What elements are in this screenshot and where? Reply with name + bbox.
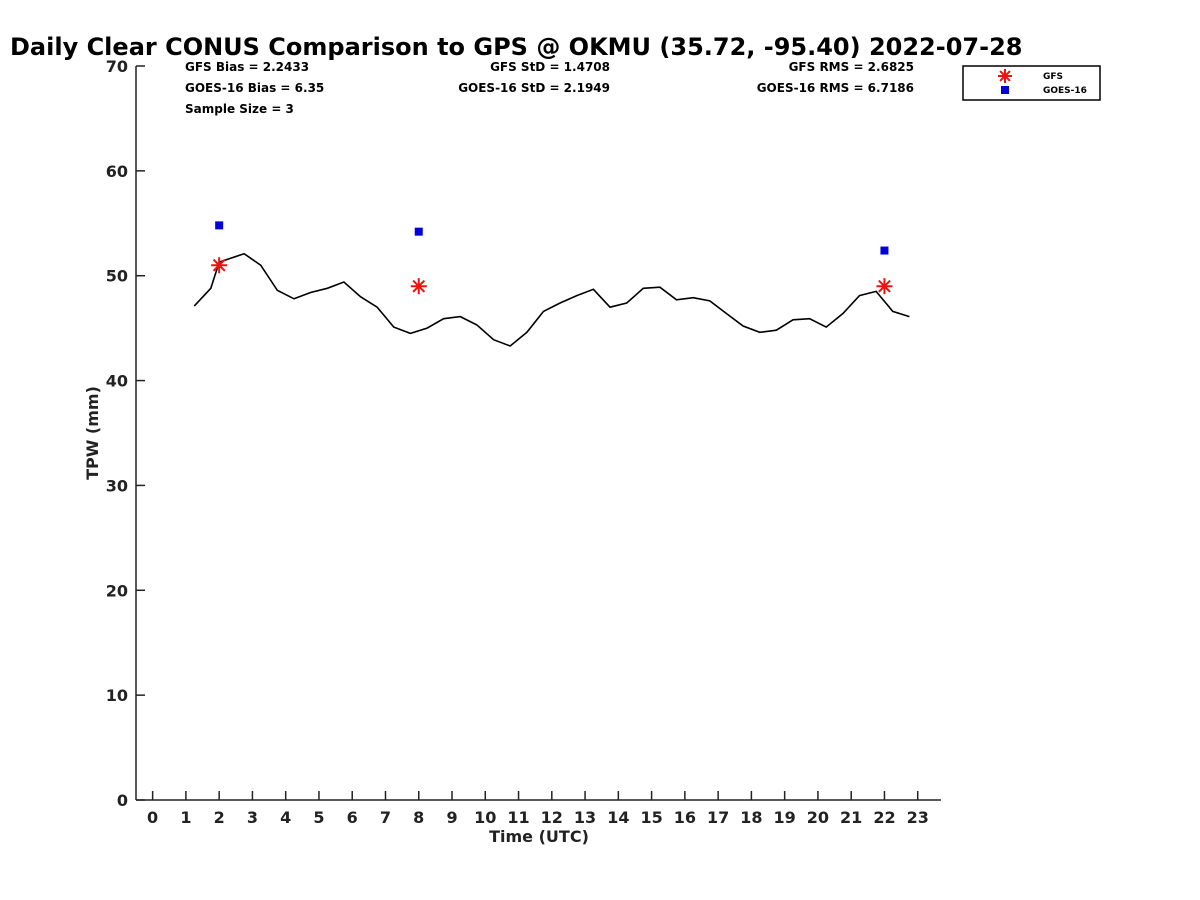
x-tick-label: 14 [607, 808, 629, 827]
x-tick-label: 1 [180, 808, 191, 827]
x-tick-label: 17 [707, 808, 729, 827]
gfs-rms-label: GFS RMS = 2.6825 [789, 60, 914, 74]
statistics-block: GFS Bias = 2.2433 GOES-16 Bias = 6.35 Sa… [185, 60, 914, 116]
legend-label: GFS [1043, 72, 1063, 82]
x-tick-label: 8 [413, 808, 424, 827]
x-tick-label: 20 [807, 808, 829, 827]
legend-gfs-marker [998, 69, 1012, 83]
x-tick-label: 21 [840, 808, 862, 827]
gfs-point [876, 278, 893, 295]
goes-16-point [880, 246, 889, 255]
x-tick-label: 12 [541, 808, 563, 827]
x-tick-label: 23 [907, 808, 929, 827]
goes-rms-label: GOES-16 RMS = 6.7186 [757, 81, 914, 95]
x-tick-label: 15 [640, 808, 662, 827]
y-tick-label: 40 [106, 372, 128, 391]
x-tick-label: 5 [313, 808, 324, 827]
legend: GFS GOES-16 [962, 65, 1101, 101]
gfs-point [211, 257, 228, 274]
legend-box [962, 65, 1101, 101]
y-axis-label: TPW (mm) [83, 386, 102, 480]
gfs-point [410, 278, 427, 295]
y-tick-label: 0 [117, 791, 128, 810]
goes-std-label: GOES-16 StD = 2.1949 [458, 81, 610, 95]
y-tick-label: 10 [106, 686, 128, 705]
y-tick-label: 20 [106, 581, 128, 600]
y-tick-label: 50 [106, 267, 128, 286]
sample-size-label: Sample Size = 3 [185, 102, 294, 116]
x-tick-label: 22 [873, 808, 895, 827]
x-tick-label: 7 [380, 808, 391, 827]
plot-area [193, 221, 910, 347]
y-tick-label: 70 [106, 57, 128, 76]
x-tick-label: 3 [247, 808, 258, 827]
goes-bias-label: GOES-16 Bias = 6.35 [185, 81, 324, 95]
x-tick-label: 19 [774, 808, 796, 827]
chart-title: Daily Clear CONUS Comparison to GPS @ OK… [10, 33, 1022, 61]
goes-16-point [414, 227, 423, 236]
x-tick-label: 10 [474, 808, 496, 827]
goes-16-point [215, 221, 224, 230]
x-tick-label: 2 [214, 808, 225, 827]
x-tick-label: 11 [507, 808, 529, 827]
x-tick-label: 18 [740, 808, 762, 827]
legend-goes-16-marker [1001, 86, 1009, 94]
gps-tpw-line [193, 252, 910, 347]
gfs-bias-label: GFS Bias = 2.2433 [185, 60, 309, 74]
x-tick-label: 16 [674, 808, 696, 827]
x-tick-label: 6 [347, 808, 358, 827]
y-tick-label: 60 [106, 162, 128, 181]
gfs-std-label: GFS StD = 1.4708 [490, 60, 610, 74]
x-tick-label: 4 [280, 808, 291, 827]
x-axis-label: Time (UTC) [489, 827, 589, 846]
x-tick-label: 0 [147, 808, 158, 827]
legend-label: GOES-16 [1043, 86, 1087, 96]
x-tick-label: 9 [446, 808, 457, 827]
x-tick-label: 13 [574, 808, 596, 827]
y-tick-label: 30 [106, 476, 128, 495]
